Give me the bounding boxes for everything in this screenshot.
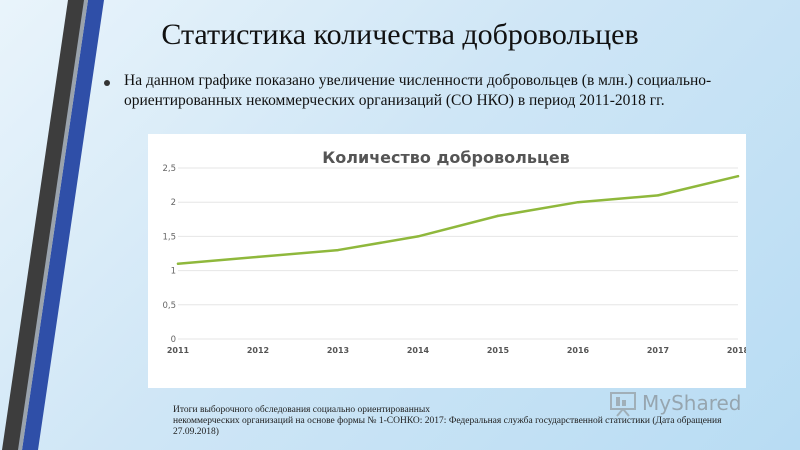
- y-tick-label: 2: [171, 198, 176, 208]
- line-chart: Количество добровольцев 0 0,5 1 1,5 2 2,5 201…: [162, 148, 746, 355]
- data-point: [256, 255, 260, 259]
- x-tick-label: 2015: [487, 346, 510, 355]
- data-point: [736, 175, 740, 178]
- presentation-icon: [610, 392, 636, 417]
- x-tick-label: 2013: [327, 346, 349, 355]
- y-tick-label: 1,5: [162, 232, 176, 242]
- chart-title: Количество добровольцев: [322, 148, 570, 167]
- data-point: [176, 262, 180, 265]
- x-tick-label: 2018: [727, 346, 746, 355]
- slide-title: Статистика количества добровольцев: [161, 18, 639, 51]
- x-tick-label: 2016: [567, 346, 590, 355]
- data-point: [416, 235, 420, 238]
- decorative-stripes: [2, 0, 104, 450]
- chart-card: Количество добровольцев 0 0,5 1 1,5 2 2,5 201…: [148, 134, 746, 388]
- bullet-dot-icon: [104, 80, 110, 86]
- blue-stripe: [22, 0, 104, 450]
- y-tick-label: 2,5: [162, 164, 176, 174]
- y-tick-label: 0,5: [162, 301, 176, 311]
- source-line-2: некоммерческих организаций на основе фор…: [173, 416, 722, 426]
- x-tick-label: 2012: [247, 346, 269, 355]
- y-tick-label: 0: [171, 335, 176, 345]
- source-line-1: Итоги выборочного обследования социально…: [173, 405, 431, 415]
- series-line: [176, 174, 740, 266]
- data-point: [496, 214, 500, 218]
- data-point: [336, 248, 340, 252]
- dark-stripe: [2, 0, 86, 450]
- watermark-text: MyShared: [642, 391, 742, 415]
- x-tick-label: 2017: [647, 346, 669, 355]
- bullet-text: На данном графике показано увеличение чи…: [124, 72, 712, 109]
- x-tick-label: 2014: [407, 346, 430, 355]
- bullet-block: На данном графике показано увеличение чи…: [104, 71, 744, 111]
- watermark: MyShared: [608, 386, 768, 420]
- data-point: [656, 194, 660, 197]
- source-note: Итоги выборочного обследования социально…: [173, 405, 773, 438]
- source-line-3: 27.09.2018): [173, 427, 219, 437]
- y-tick-label: 1: [171, 267, 176, 277]
- data-point: [576, 201, 580, 204]
- grey-edge: [18, 0, 88, 450]
- x-tick-label: 2011: [167, 346, 190, 355]
